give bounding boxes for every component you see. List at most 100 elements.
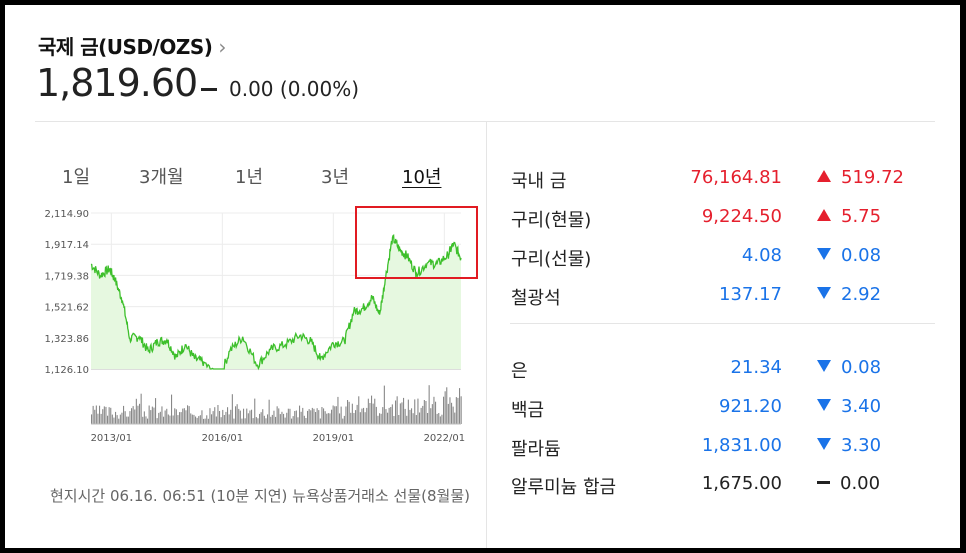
volume-bar	[291, 418, 293, 424]
volume-bar	[308, 409, 310, 424]
commodity-change: 3.40	[817, 396, 881, 417]
volume-bar	[460, 396, 462, 424]
volume-bar	[318, 410, 320, 424]
volume-bar	[271, 414, 273, 424]
tab-3y[interactable]: 3년	[321, 167, 350, 188]
volume-bar	[121, 412, 123, 424]
volume-bar	[267, 414, 269, 424]
volume-bar	[457, 397, 459, 424]
volume-bar	[321, 407, 323, 424]
volume-bar	[247, 413, 249, 424]
volume-bar	[108, 407, 110, 424]
tab-10y[interactable]: 10년	[402, 167, 442, 188]
data-source-note: 현지시간 06.16. 06:51 (10분 지연) 뉴욕상품거래소 선물(8월…	[50, 487, 470, 505]
volume-bar	[249, 410, 251, 424]
volume-bar	[103, 406, 105, 424]
volume-bar	[459, 388, 461, 424]
volume-bar	[302, 407, 304, 424]
volume-bar	[313, 408, 315, 424]
volume-bar	[382, 407, 384, 424]
volume-bar	[406, 415, 408, 424]
volume-bar	[371, 395, 373, 424]
volume-bar	[443, 396, 445, 424]
volume-bar	[180, 412, 182, 424]
commodity-name[interactable]: 철광석	[511, 288, 561, 309]
volume-bar	[358, 396, 360, 424]
volume-bar	[337, 396, 339, 424]
y-tick-label: 1,521.62	[44, 303, 89, 314]
volume-bar	[363, 407, 365, 424]
volume-bar	[447, 403, 449, 424]
commodity-name[interactable]: 팔라듐	[511, 439, 561, 460]
volume-bar	[444, 391, 446, 424]
volume-bar	[211, 414, 213, 424]
volume-bar	[171, 394, 173, 424]
commodity-name[interactable]: 은	[511, 361, 528, 382]
volume-bar	[188, 406, 190, 424]
widget-title[interactable]: 국제 금(USD/OZS) ›	[38, 31, 226, 60]
volume-bar	[300, 411, 302, 424]
volume-bar	[396, 396, 398, 424]
down-triangle-icon	[817, 360, 831, 372]
volume-bar	[107, 415, 109, 424]
commodity-name[interactable]: 구리(현물)	[511, 210, 592, 231]
volume-bar	[127, 416, 129, 424]
volume-bar	[390, 407, 392, 424]
volume-bar	[145, 416, 147, 424]
volume-bar	[223, 415, 225, 424]
volume-bar	[307, 410, 309, 424]
volume-bar	[412, 413, 414, 424]
volume-bar	[139, 403, 141, 424]
volume-bar	[334, 406, 336, 424]
volume-bar	[265, 418, 267, 424]
volume-bar	[167, 414, 169, 424]
commodity-name[interactable]: 알루미늄 합금	[511, 477, 617, 498]
volume-bar	[276, 406, 278, 424]
volume-bar	[387, 412, 389, 424]
title-text[interactable]: 국제 금(USD/OZS)	[38, 35, 213, 59]
tab-1d[interactable]: 1일	[62, 167, 91, 188]
volume-bar	[281, 411, 283, 424]
volume-bar	[209, 408, 211, 424]
down-triangle-icon	[817, 248, 831, 260]
volume-bar	[193, 414, 195, 424]
vertical-divider	[486, 122, 487, 548]
commodity-name[interactable]: 국내 금	[511, 171, 567, 192]
volume-bar	[407, 399, 409, 424]
volume-bar	[94, 409, 96, 424]
volume-bar	[335, 406, 337, 424]
volume-bar	[414, 399, 416, 424]
volume-bar	[220, 417, 222, 424]
volume-bar	[393, 416, 395, 424]
volume-bar	[449, 397, 451, 424]
volume-bar	[395, 400, 397, 424]
volume-bar	[339, 413, 341, 424]
volume-bar	[278, 408, 280, 424]
volume-bar	[350, 412, 352, 424]
volume-bar	[172, 415, 174, 424]
volume-bar	[187, 405, 189, 424]
volume-bar	[105, 406, 107, 424]
volume-bar	[244, 418, 246, 424]
volume-bar	[179, 412, 181, 424]
volume-bar	[388, 407, 390, 424]
volume-bar	[435, 401, 437, 424]
x-tick-label: 2022/01	[424, 433, 466, 444]
volume-bar	[327, 413, 329, 424]
commodity-name[interactable]: 백금	[511, 400, 545, 421]
volume-bar	[319, 418, 321, 424]
chevron-right-icon[interactable]: ›	[218, 35, 226, 59]
commodity-name[interactable]: 구리(선물)	[511, 249, 592, 270]
volume-bar	[427, 413, 429, 424]
volume-bar	[92, 405, 94, 424]
price-line	[90, 234, 462, 371]
tab-3m[interactable]: 3개월	[139, 167, 184, 188]
volume-bar	[158, 412, 160, 424]
change-percent: (0.00%)	[279, 77, 360, 101]
volume-bar	[292, 416, 294, 424]
volume-bar	[359, 412, 361, 424]
volume-bar	[113, 417, 115, 424]
volume-bar	[345, 406, 347, 424]
volume-bar	[385, 409, 387, 424]
tab-1y[interactable]: 1년	[235, 167, 264, 188]
